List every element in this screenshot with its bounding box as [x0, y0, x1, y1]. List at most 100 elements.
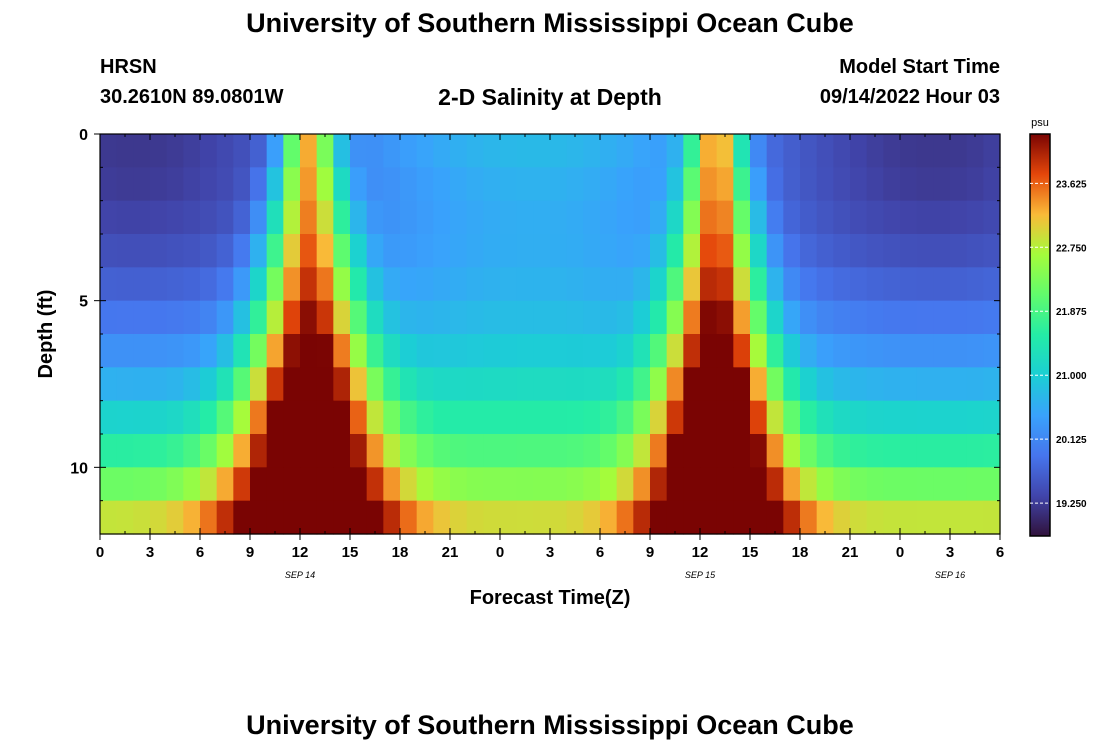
colorbar-tick-label: 19.250	[1056, 499, 1087, 510]
heatmap-cell	[116, 134, 134, 168]
x-tick-label: 18	[392, 544, 409, 561]
heatmap-cell	[116, 434, 134, 468]
heatmap-cell	[700, 234, 718, 268]
heatmap-cell	[133, 300, 151, 335]
heatmap-cell	[750, 300, 768, 335]
heatmap-cell	[300, 334, 318, 368]
heatmap-cell	[866, 300, 884, 335]
heatmap-cell	[350, 500, 368, 535]
heatmap-cell	[433, 467, 451, 502]
heatmap-cell	[200, 267, 218, 302]
heatmap-cell	[316, 234, 334, 268]
heatmap-cell	[933, 300, 951, 335]
heatmap-cell	[683, 434, 701, 468]
heatmap-cell	[466, 200, 484, 235]
heatmap-cell	[383, 167, 401, 202]
heatmap-cell	[933, 267, 951, 302]
heatmap-cell	[683, 467, 701, 502]
heatmap-cell	[483, 200, 501, 235]
heatmap-cell	[250, 434, 268, 468]
heatmap-cell	[700, 334, 718, 368]
heatmap-cell	[833, 134, 851, 168]
x-tick-label: 6	[996, 544, 1004, 561]
heatmap-cell	[216, 334, 234, 368]
heatmap-cell	[950, 300, 968, 335]
heatmap-cell	[966, 200, 984, 235]
heatmap-cell	[533, 400, 551, 435]
heatmap-cell	[183, 434, 201, 468]
heatmap-cell	[983, 434, 1001, 468]
y-axis-label: Depth (ft)	[35, 290, 57, 379]
heatmap-cell	[200, 200, 218, 235]
heatmap-cell	[400, 134, 418, 168]
x-tick-label: 3	[546, 544, 554, 561]
heatmap-cell	[550, 134, 568, 168]
heatmap-cell	[783, 500, 801, 535]
heatmap-cell	[616, 300, 634, 335]
heatmap-cell	[816, 500, 834, 535]
heatmap-cell	[283, 500, 301, 535]
heatmap-cell	[650, 434, 668, 468]
heatmap-cell	[750, 134, 768, 168]
heatmap-cell	[850, 467, 868, 502]
heatmap-cell	[416, 134, 434, 168]
heatmap-cell	[100, 167, 118, 202]
heatmap-cell	[166, 267, 184, 302]
heatmap-cell	[683, 134, 701, 168]
heatmap-cell	[700, 167, 718, 202]
heatmap-cell	[433, 200, 451, 235]
heatmap-cell	[283, 334, 301, 368]
heatmap-cell	[483, 267, 501, 302]
heatmap-cell	[450, 267, 468, 302]
heatmap-cell	[350, 134, 368, 168]
heatmap-cell	[616, 400, 634, 435]
heatmap-cell	[116, 167, 134, 202]
heatmap-cell	[450, 134, 468, 168]
heatmap-cell	[733, 234, 751, 268]
heatmap-cell	[550, 234, 568, 268]
heatmap-cell	[916, 134, 934, 168]
heatmap-cell	[450, 367, 468, 402]
heatmap-cell	[516, 334, 534, 368]
heatmap-cell	[416, 200, 434, 235]
heatmap-cell	[133, 167, 151, 202]
heatmap-cell	[350, 367, 368, 402]
x-axis-label: Forecast Time(Z)	[470, 587, 631, 609]
heatmap-cell	[283, 300, 301, 335]
model-start-value: 09/14/2022 Hour 03	[819, 86, 1000, 108]
heatmap-cell	[483, 300, 501, 335]
heatmap-cell	[216, 500, 234, 535]
heatmap-cell	[500, 334, 518, 368]
heatmap-cell	[216, 400, 234, 435]
heatmap-cell	[950, 500, 968, 535]
heatmap-cell	[266, 334, 284, 368]
x-tick-label: 6	[596, 544, 604, 561]
heatmap-cell	[450, 234, 468, 268]
heatmap-cell	[650, 334, 668, 368]
heatmap-cell	[550, 467, 568, 502]
heatmap-cell	[366, 334, 384, 368]
heatmap-cell	[600, 500, 618, 535]
heatmap-cell	[200, 234, 218, 268]
heatmap-cell	[983, 267, 1001, 302]
heatmap-cell	[650, 300, 668, 335]
heatmap-cell	[800, 434, 818, 468]
heatmap-cell	[583, 400, 601, 435]
heatmap-cell	[383, 134, 401, 168]
heatmap-cell	[150, 200, 168, 235]
heatmap-cell	[366, 434, 384, 468]
heatmap-cell	[516, 300, 534, 335]
heatmap-cell	[700, 367, 718, 402]
heatmap-cell	[833, 367, 851, 402]
heatmap-cell	[433, 367, 451, 402]
heatmap-cell	[650, 200, 668, 235]
heatmap-cell	[500, 167, 518, 202]
heatmap-cell	[300, 234, 318, 268]
heatmap-cell	[850, 134, 868, 168]
heatmap-cell	[900, 467, 918, 502]
heatmap-cell	[766, 467, 784, 502]
heatmap-cell	[916, 167, 934, 202]
heatmap-cell	[516, 367, 534, 402]
heatmap-cell	[566, 167, 584, 202]
heatmap-cell	[400, 334, 418, 368]
